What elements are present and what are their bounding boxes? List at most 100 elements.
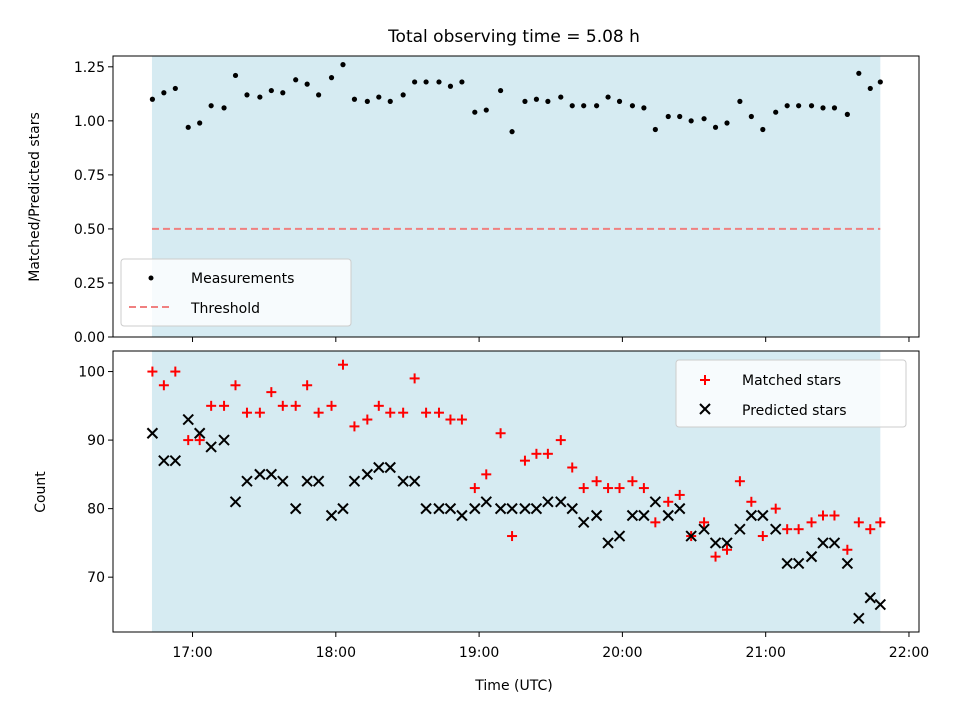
predicted-star-point — [433, 502, 445, 515]
matched-star-point — [158, 380, 169, 391]
measurement-point — [748, 113, 754, 120]
measurement-point — [629, 103, 636, 109]
predicted-star-point — [519, 502, 531, 515]
measurement-point — [149, 96, 156, 102]
predicted-star-point — [626, 509, 639, 522]
predicted-star-point — [241, 475, 253, 487]
matched-star-point — [782, 524, 793, 535]
predicted-star-point — [265, 468, 278, 481]
predicted-star-point — [638, 509, 650, 522]
predicted-star-point — [277, 475, 289, 487]
matched-star-point — [421, 407, 432, 418]
matched-star-point — [817, 510, 828, 521]
measurement-point — [831, 105, 838, 111]
measurement-point — [856, 70, 862, 76]
measurement-point — [244, 92, 250, 98]
measurement-point — [172, 85, 178, 92]
matched-star-point — [542, 448, 553, 459]
matched-star-point — [206, 400, 217, 411]
matched-star-point — [170, 366, 181, 377]
predicted-star-point — [420, 502, 432, 515]
measurement-point — [328, 75, 335, 81]
measurement-point — [497, 87, 504, 94]
x-tick-label: 20:00 — [602, 645, 642, 661]
count-y-axis-label: Count — [33, 471, 49, 513]
matched-star-point — [373, 400, 384, 411]
predicted-star-point — [373, 461, 385, 474]
y-tick-label: 0.00 — [74, 330, 105, 346]
ratio-panel: 0.00 0.25 0.50 0.75 1.00 1.25 Matched/Predict… — [27, 55, 920, 346]
count-x-ticks: 17:00 18:00 19:00 20:00 21:00 22:00 — [172, 632, 929, 661]
predicted-star-point — [542, 496, 554, 508]
measurement-point — [877, 79, 883, 85]
predicted-star-point — [408, 475, 421, 487]
measurement-point — [688, 118, 694, 124]
measurement-point — [677, 113, 683, 120]
matched-star-point — [326, 400, 337, 411]
y-tick-label: 1.25 — [74, 60, 105, 76]
measurement-point — [522, 98, 528, 104]
measurement-point — [221, 105, 227, 111]
predicted-star-point — [397, 475, 409, 487]
measurement-point — [447, 83, 454, 89]
legend-measurement-marker — [148, 275, 154, 281]
predicted-star-point — [602, 537, 614, 549]
matched-star-point — [266, 387, 277, 398]
ratio-y-axis-label: Matched/Predicted stars — [27, 112, 43, 282]
measurement-point — [208, 103, 214, 109]
matched-star-point — [469, 483, 480, 494]
matched-star-point — [603, 483, 614, 494]
measurement-point — [665, 113, 671, 120]
predicted-star-point — [494, 502, 507, 515]
predicted-star-point — [781, 557, 793, 570]
matched-star-point — [481, 469, 492, 480]
predicted-star-point — [770, 523, 782, 535]
measurement-point — [796, 103, 802, 109]
matched-star-point — [578, 483, 589, 494]
predicted-star-point — [301, 475, 313, 487]
measurement-point — [784, 103, 790, 109]
predicted-star-point — [506, 502, 518, 515]
y-tick-label: 100 — [78, 365, 105, 381]
measurement-point — [232, 72, 239, 79]
measurement-point — [268, 87, 274, 94]
predicted-star-point — [289, 502, 302, 515]
measurement-point — [280, 90, 286, 96]
measurement-point — [724, 120, 730, 126]
legend-predicted-label: Predicted stars — [742, 403, 847, 419]
matched-star-point — [699, 517, 710, 528]
matched-star-point — [829, 510, 840, 521]
matched-star-point — [433, 407, 444, 418]
measurement-point — [412, 79, 418, 85]
matched-star-point — [842, 544, 853, 555]
predicted-star-point — [674, 502, 686, 515]
predicted-star-point — [456, 509, 468, 522]
matched-star-point — [147, 366, 158, 377]
count-legend: Matched stars Predicted stars — [675, 359, 907, 428]
matched-star-point — [650, 517, 661, 528]
predicted-star-point — [361, 468, 374, 481]
measurement-point — [257, 94, 263, 100]
measurement-point — [197, 120, 203, 126]
matched-star-point — [313, 407, 324, 418]
measurement-point — [773, 109, 779, 115]
predicted-star-point — [337, 502, 349, 515]
measurement-point — [581, 103, 587, 109]
matched-star-point — [194, 435, 205, 446]
predicted-star-point — [444, 502, 457, 515]
y-tick-label: 70 — [87, 570, 105, 586]
matched-star-point — [409, 373, 420, 384]
predicted-star-point — [480, 496, 492, 508]
measurement-point — [364, 98, 370, 104]
predicted-star-point — [745, 509, 758, 522]
count-marks — [146, 359, 887, 624]
predicted-star-point — [158, 454, 170, 467]
matched-star-point — [183, 435, 194, 446]
legend-predicted-marker — [699, 403, 711, 415]
matched-star-point — [865, 524, 876, 535]
measurement-point — [351, 96, 358, 102]
predicted-star-point — [805, 550, 818, 563]
matched-star-point — [853, 517, 864, 528]
measurement-point — [594, 103, 600, 109]
